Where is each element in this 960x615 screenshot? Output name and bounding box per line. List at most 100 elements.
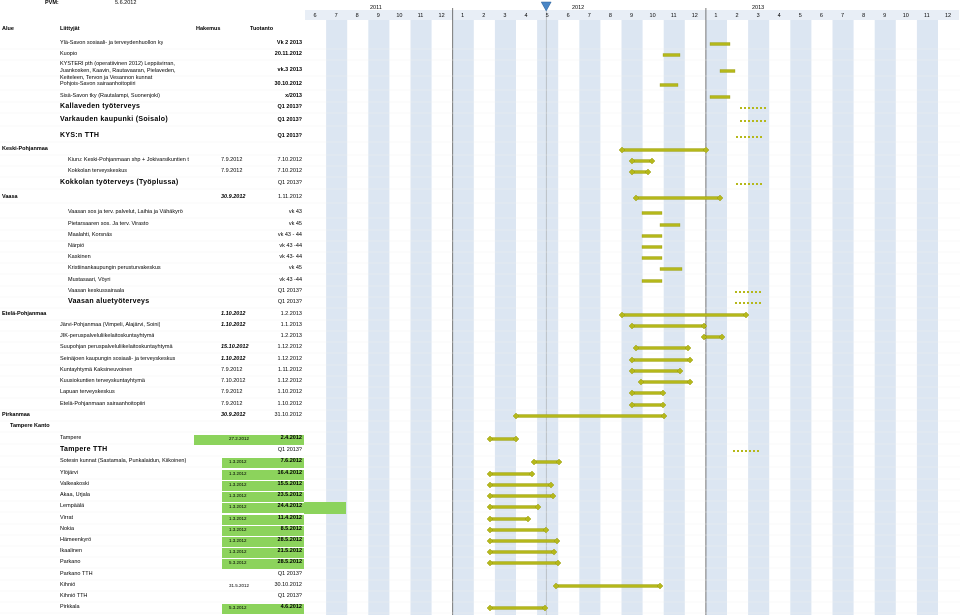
- gantt-milestone-end: [686, 356, 694, 364]
- member-label: Sisä-Savon tky (Rautalampi, Suonenjoki): [60, 93, 160, 99]
- gantt-bar: [489, 606, 546, 610]
- member-label: Ikaalinen: [60, 548, 83, 554]
- gantt-milestone-end: [549, 492, 557, 500]
- gantt-bar: [489, 483, 552, 487]
- gantt-milestone-start: [628, 401, 636, 409]
- tuotanto-date: 28.5.2012: [277, 537, 302, 543]
- gantt-bar: [621, 313, 747, 317]
- tuotanto-date: 1.11.2012: [277, 194, 302, 200]
- tuotanto-date: 30.10.2012: [274, 81, 302, 87]
- gantt-milestone-start: [628, 356, 636, 364]
- gantt-bar: [621, 148, 707, 152]
- member-label: Kokkolan terveyskeskus: [68, 168, 127, 174]
- member-label: Kuntayhtymä Kaksineuvoinen: [60, 367, 133, 373]
- tuotanto-date: 28.5.2012: [277, 559, 302, 565]
- member-label: Lempäälä: [60, 503, 85, 509]
- month-label: 2: [482, 13, 486, 19]
- gantt-milestone-end: [524, 515, 532, 523]
- gantt-milestone-start: [632, 194, 640, 202]
- month-label: 5: [798, 13, 802, 19]
- month-label: 4: [524, 13, 528, 19]
- month-column-stripe: [874, 10, 896, 615]
- tuotanto-date: vk 43: [288, 209, 302, 215]
- month-label: 7: [334, 13, 338, 19]
- member-label: KYSTERI pth (operatiivinen 2012) Leppävi…: [60, 61, 176, 81]
- pvm-value: 5.6.2012: [115, 0, 137, 6]
- gantt-bar: [489, 561, 559, 565]
- member-label: Seinäjoen kaupungin sosiaali- ja terveys…: [60, 356, 176, 362]
- member-label: Varkauden kaupunki (Soisalo): [60, 116, 168, 123]
- month-label: 9: [376, 13, 380, 19]
- member-label: Närpiö: [68, 243, 85, 249]
- member-label: Parkano: [60, 559, 81, 565]
- gantt-milestone-start: [628, 389, 636, 397]
- region-label: Etelä-Pohjanmaa: [2, 311, 47, 317]
- gantt-milestone-end: [660, 412, 668, 420]
- hakemus-date: 7.9.2012: [221, 367, 243, 373]
- gantt-milestone-start: [486, 515, 494, 523]
- month-label: 5: [545, 13, 549, 19]
- gantt-milestone-end: [550, 548, 558, 556]
- gantt-bar: [631, 324, 705, 328]
- gantt-bar: [555, 584, 661, 588]
- hakemus-date: 1.3.2012: [229, 471, 247, 476]
- gantt-milestone-end: [718, 333, 726, 341]
- pvm-label: PVM:: [45, 0, 59, 6]
- tuotanto-date: 15.5.2012: [277, 481, 302, 487]
- status-highlight: [222, 526, 304, 536]
- month-column-stripe: [705, 10, 727, 615]
- hakemus-date: 1.3.2012: [229, 516, 247, 521]
- member-label: Järvi-Pohjanmaa (Vimpeli, Alajärvi, Soin…: [60, 322, 161, 328]
- gantt-bar: [635, 196, 721, 200]
- gantt-bar: [641, 245, 663, 249]
- member-label: Virrat: [60, 515, 74, 521]
- month-label: 3: [503, 13, 507, 19]
- column-header-hakemus: Hakemus: [196, 26, 221, 32]
- gantt-milestone-start: [530, 458, 538, 466]
- gantt-milestone-start: [618, 311, 626, 319]
- gantt-bar: [533, 460, 560, 464]
- tuotanto-date: vk 43 -44: [279, 243, 302, 249]
- gantt-bar: [640, 380, 691, 384]
- member-label: Etelä-Pohjanmaan sairaanhoitopiiri: [60, 401, 146, 407]
- status-highlight: [222, 492, 304, 502]
- hakemus-date: 1.3.2012: [229, 504, 247, 509]
- gantt-bar: [489, 505, 539, 509]
- tuotanto-date: 24.4.2012: [277, 503, 302, 509]
- tuotanto-date: 4.6.2012: [280, 604, 302, 610]
- member-label: Kihniö TTH: [60, 593, 88, 599]
- gantt-milestone-end: [742, 311, 750, 319]
- tuotanto-date: 30.10.2012: [274, 582, 302, 588]
- gantt-bar: [489, 472, 533, 476]
- gantt-milestone-start: [486, 470, 494, 478]
- hakemus-date: 27.2.2012: [229, 436, 250, 441]
- status-highlight: [222, 458, 304, 468]
- month-column-stripe: [452, 10, 474, 615]
- gantt-milestone-start: [632, 344, 640, 352]
- member-label: Hämeenkyrö: [60, 537, 92, 543]
- hakemus-date: 5.3.2012: [229, 560, 247, 565]
- tuotanto-date: Q1 2013?: [277, 117, 302, 123]
- member-label: Ylöjärvi: [60, 470, 79, 476]
- gantt-milestone-end: [534, 503, 542, 511]
- tuotanto-date: Q1 2013?: [277, 593, 302, 599]
- hakemus-date: 7.9.2012: [221, 168, 243, 174]
- month-label: 12: [944, 13, 952, 19]
- month-label: 6: [313, 13, 317, 19]
- member-label: Kiuru: Keski-Pohjanmaan shp + Jokivarsik…: [68, 157, 189, 163]
- gantt-milestone-start: [486, 526, 494, 534]
- member-label: Kallaveden työterveys: [60, 103, 141, 110]
- gantt-bar: [631, 391, 664, 395]
- hakemus-date: 1.10.2012: [221, 311, 246, 317]
- gantt-bar: [631, 358, 691, 362]
- gantt-milestone-end: [542, 526, 550, 534]
- month-label: 12: [691, 13, 698, 19]
- hakemus-date: 1.3.2012: [229, 493, 247, 498]
- gantt-milestone-start: [628, 367, 636, 375]
- tuotanto-date: Q1 2013?: [277, 299, 302, 305]
- gantt-milestone-end: [684, 344, 692, 352]
- tuotanto-date: Q1 2013?: [277, 104, 302, 110]
- month-label: 10: [396, 13, 403, 19]
- member-label: Lapuan terveyskeskus: [60, 389, 115, 395]
- member-label: Vaasan sos ja terv. palvelut, Laihia ja …: [68, 209, 183, 215]
